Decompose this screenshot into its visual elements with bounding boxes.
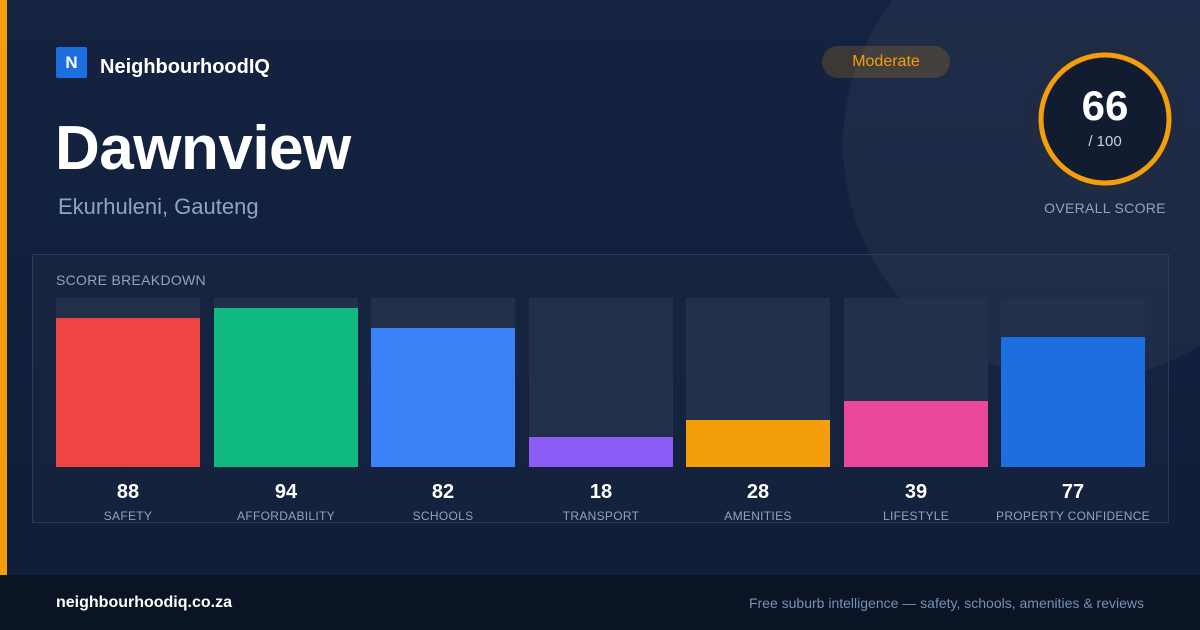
bar-track	[214, 298, 358, 467]
bar-value: 18	[589, 481, 613, 503]
score-breakdown-panel: SCORE BREAKDOWN 88 SAFETY 94 AFFORDABILITY 8…	[32, 254, 1169, 523]
bar-fill	[686, 420, 830, 467]
overall-score-caption: OVERALL SCORE	[1044, 200, 1166, 216]
bar-track	[844, 298, 988, 467]
bar-label: TRANSPORT	[562, 509, 640, 523]
bar-fill	[1001, 337, 1145, 467]
rating-badge: Moderate	[822, 46, 950, 78]
bar-label: SAFETY	[103, 509, 153, 523]
bar-label: AFFORDABILITY	[237, 509, 335, 523]
score-bar-property-confidence: 77 PROPERTY CONFIDENCE	[996, 298, 1150, 523]
score-ring-stroke	[1038, 52, 1172, 186]
brand-name: NeighbourhoodIQ	[100, 56, 270, 78]
bar-track	[529, 298, 673, 467]
bar-fill	[214, 308, 358, 467]
score-bar-safety: 88 SAFETY	[56, 298, 200, 523]
breakdown-title: SCORE BREAKDOWN	[56, 272, 206, 288]
bar-value: 88	[116, 481, 140, 503]
overall-score-ring: 66 / 100	[1028, 42, 1182, 196]
bar-value: 94	[274, 481, 298, 503]
bar-value: 77	[1061, 481, 1085, 503]
bar-value: 82	[431, 481, 455, 503]
score-bar-schools: 82 SCHOOLS	[371, 298, 515, 523]
bar-track	[686, 298, 830, 467]
footer-tagline: Free suburb intelligence — safety, schoo…	[748, 595, 1144, 611]
bar-value: 28	[746, 481, 770, 503]
brand: N NeighbourhoodIQ	[56, 46, 270, 79]
bar-label: LIFESTYLE	[882, 509, 950, 523]
score-bar-transport: 18 TRANSPORT	[529, 298, 673, 523]
bar-track	[56, 298, 200, 467]
bar-fill	[529, 437, 673, 467]
brand-logo-icon: N	[56, 47, 87, 78]
bar-label: SCHOOLS	[412, 509, 474, 523]
bar-fill	[56, 318, 200, 467]
overall-score-max: / 100	[1088, 133, 1122, 150]
score-bar-amenities: 28 AMENITIES	[686, 298, 830, 523]
bar-track	[371, 298, 515, 467]
footer-domain: neighbourhoodiq.co.za	[56, 594, 232, 611]
score-bar-affordability: 94 AFFORDABILITY	[214, 298, 358, 523]
score-bar-lifestyle: 39 LIFESTYLE	[844, 298, 988, 523]
page-title: Dawnview	[55, 114, 351, 183]
bar-fill	[371, 328, 515, 467]
accent-stripe	[0, 0, 7, 575]
overall-score-value: 66	[1081, 82, 1129, 129]
bar-track	[1001, 298, 1145, 467]
bar-value: 39	[904, 481, 928, 503]
bar-label: PROPERTY CONFIDENCE	[996, 509, 1150, 523]
score-ring-graphic	[1028, 42, 1182, 196]
suburb-location: Ekurhuleni, Gauteng	[58, 194, 259, 219]
footer: neighbourhoodiq.co.za Free suburb intell…	[0, 575, 1200, 630]
bar-label: AMENITIES	[724, 509, 792, 523]
bar-fill	[844, 401, 988, 467]
